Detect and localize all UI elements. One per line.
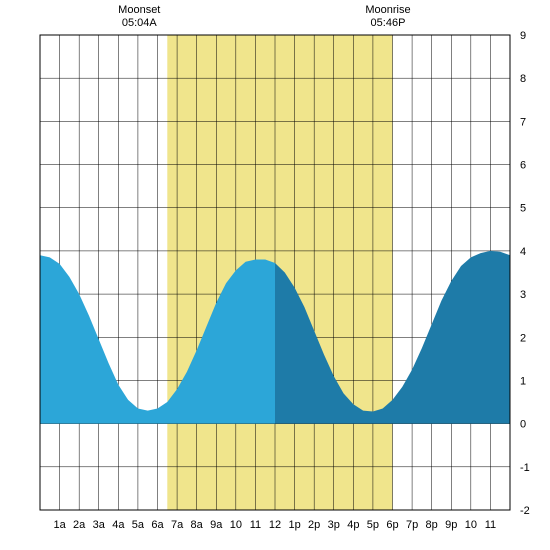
moonrise-annotation: Moonrise05:46P	[348, 4, 428, 30]
y-tick-label: 8	[520, 73, 526, 85]
x-tick-label: 1p	[288, 519, 300, 531]
y-tick-label: 0	[520, 419, 526, 431]
tide-chart: 1a2a3a4a5a6a7a8a9a1011121p2p3p4p5p6p7p8p…	[0, 0, 550, 550]
y-tick-label: 4	[520, 246, 526, 258]
y-tick-label: 5	[520, 203, 526, 215]
y-tick-label: 7	[520, 116, 526, 128]
y-tick-label: -2	[520, 505, 530, 517]
x-tick-label: 2a	[73, 519, 86, 531]
x-tick-label: 3p	[328, 519, 340, 531]
annotation-time: 05:04A	[99, 17, 179, 30]
x-tick-label: 7a	[171, 519, 184, 531]
x-tick-label: 9a	[210, 519, 223, 531]
x-tick-label: 4a	[112, 519, 125, 531]
y-tick-label: -1	[520, 462, 530, 474]
y-tick-label: 2	[520, 332, 526, 344]
x-tick-label: 7p	[406, 519, 418, 531]
moonset-annotation: Moonset05:04A	[99, 4, 179, 30]
annotation-time: 05:46P	[348, 17, 428, 30]
x-tick-label: 6p	[386, 519, 398, 531]
x-tick-label: 5p	[367, 519, 379, 531]
annotation-title: Moonset	[99, 4, 179, 17]
annotation-title: Moonrise	[348, 4, 428, 17]
x-tick-label: 4p	[347, 519, 359, 531]
x-tick-label: 8p	[426, 519, 438, 531]
x-tick-label: 11	[250, 519, 261, 531]
y-tick-label: 6	[520, 160, 526, 172]
x-tick-label: 8a	[191, 519, 204, 531]
x-tick-label: 12	[269, 519, 281, 531]
x-tick-label: 9p	[445, 519, 457, 531]
x-tick-label: 5a	[132, 519, 145, 531]
x-tick-label: 2p	[308, 519, 320, 531]
x-tick-label: 6a	[151, 519, 164, 531]
chart-svg: 1a2a3a4a5a6a7a8a9a1011121p2p3p4p5p6p7p8p…	[0, 0, 550, 550]
x-tick-label: 10	[230, 519, 242, 531]
y-tick-label: 3	[520, 289, 526, 301]
x-tick-label: 1a	[53, 519, 66, 531]
y-tick-label: 1	[520, 375, 526, 387]
x-tick-label: 10	[465, 519, 477, 531]
x-tick-label: 3a	[93, 519, 106, 531]
x-tick-label: 11	[485, 519, 496, 531]
y-tick-label: 9	[520, 30, 526, 42]
